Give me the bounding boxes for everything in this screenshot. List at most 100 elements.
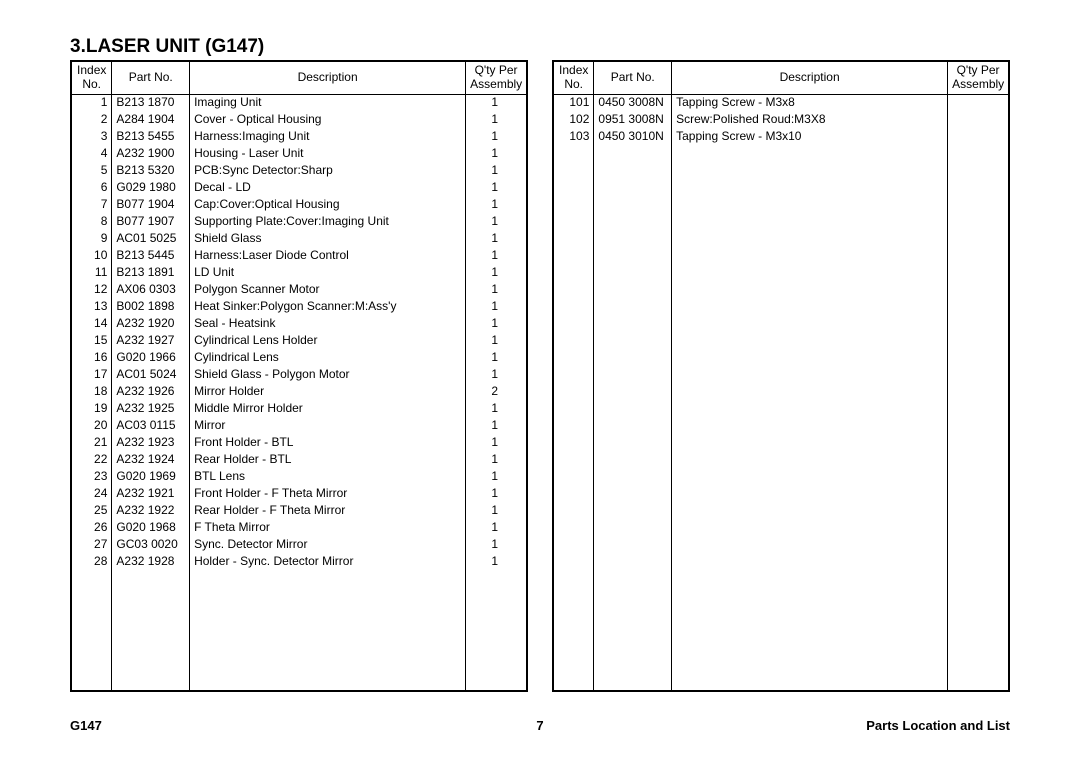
cell-partno: B002 1898 [112, 298, 190, 315]
table-row: 19A232 1925Middle Mirror Holder1 [71, 400, 527, 417]
filler-cell [672, 145, 948, 691]
cell-partno: A232 1921 [112, 485, 190, 502]
cell-partno: AC01 5024 [112, 366, 190, 383]
table-row: 1010450 3008NTapping Screw - M3x8 [553, 94, 1009, 111]
cell-partno: GC03 0020 [112, 536, 190, 553]
cell-qty [948, 128, 1009, 145]
cell-index: 11 [71, 264, 112, 281]
cell-index: 13 [71, 298, 112, 315]
cell-partno: A284 1904 [112, 111, 190, 128]
cell-qty: 1 [466, 315, 527, 332]
cell-desc: Polygon Scanner Motor [190, 281, 466, 298]
cell-index: 22 [71, 451, 112, 468]
filler-cell [594, 145, 672, 691]
table-row: 1020951 3008NScrew:Polished Roud:M3X8 [553, 111, 1009, 128]
cell-qty: 1 [466, 485, 527, 502]
cell-partno: A232 1926 [112, 383, 190, 400]
cell-desc: Tapping Screw - M3x10 [672, 128, 948, 145]
cell-desc: Mirror [190, 417, 466, 434]
cell-desc: Heat Sinker:Polygon Scanner:M:Ass'y [190, 298, 466, 315]
cell-index: 103 [553, 128, 594, 145]
table-row: 7B077 1904Cap:Cover:Optical Housing1 [71, 196, 527, 213]
table-header-row: IndexNo. Part No. Description Q'ty PerAs… [553, 61, 1009, 94]
cell-index: 9 [71, 230, 112, 247]
cell-qty [948, 94, 1009, 111]
cell-qty: 1 [466, 502, 527, 519]
cell-index: 16 [71, 349, 112, 366]
cell-qty: 1 [466, 196, 527, 213]
table-row: 22A232 1924Rear Holder - BTL1 [71, 451, 527, 468]
table-header-row: IndexNo. Part No. Description Q'ty PerAs… [71, 61, 527, 94]
table-row: 14A232 1920Seal - Heatsink1 [71, 315, 527, 332]
table-row: 8B077 1907Supporting Plate:Cover:Imaging… [71, 213, 527, 230]
cell-partno: A232 1924 [112, 451, 190, 468]
cell-partno: G020 1968 [112, 519, 190, 536]
cell-desc: Seal - Heatsink [190, 315, 466, 332]
cell-index: 12 [71, 281, 112, 298]
filler-cell [112, 570, 190, 691]
filler-row [71, 570, 527, 691]
cell-index: 15 [71, 332, 112, 349]
col-header-description: Description [672, 61, 948, 94]
table-row: 1030450 3010NTapping Screw - M3x10 [553, 128, 1009, 145]
table-row: 1B213 1870Imaging Unit1 [71, 94, 527, 111]
cell-desc: Decal - LD [190, 179, 466, 196]
cell-qty: 1 [466, 264, 527, 281]
cell-partno: G020 1969 [112, 468, 190, 485]
cell-qty: 1 [466, 145, 527, 162]
table-row: 11B213 1891LD Unit1 [71, 264, 527, 281]
cell-desc: Rear Holder - BTL [190, 451, 466, 468]
cell-qty: 1 [466, 298, 527, 315]
cell-partno: B213 5445 [112, 247, 190, 264]
filler-cell [553, 145, 594, 691]
cell-index: 20 [71, 417, 112, 434]
cell-index: 4 [71, 145, 112, 162]
col-header-partno: Part No. [112, 61, 190, 94]
cell-qty: 1 [466, 366, 527, 383]
cell-index: 102 [553, 111, 594, 128]
filler-cell [71, 570, 112, 691]
cell-desc: Cylindrical Lens Holder [190, 332, 466, 349]
cell-qty: 1 [466, 213, 527, 230]
cell-index: 10 [71, 247, 112, 264]
cell-partno: B077 1907 [112, 213, 190, 230]
cell-index: 26 [71, 519, 112, 536]
cell-partno: 0450 3008N [594, 94, 672, 111]
cell-qty: 1 [466, 400, 527, 417]
table-row: 10B213 5445Harness:Laser Diode Control1 [71, 247, 527, 264]
col-header-description: Description [190, 61, 466, 94]
footer-page-number: 7 [536, 718, 543, 733]
cell-qty: 1 [466, 247, 527, 264]
table-row: 25A232 1922Rear Holder - F Theta Mirror1 [71, 502, 527, 519]
cell-qty: 1 [466, 94, 527, 111]
cell-desc: Cylindrical Lens [190, 349, 466, 366]
cell-qty [948, 111, 1009, 128]
cell-index: 21 [71, 434, 112, 451]
col-header-index: IndexNo. [71, 61, 112, 94]
table-row: 4A232 1900Housing - Laser Unit1 [71, 145, 527, 162]
table-row: 9AC01 5025Shield Glass1 [71, 230, 527, 247]
page-footer: G147 7 Parts Location and List [70, 718, 1010, 733]
cell-partno: G020 1966 [112, 349, 190, 366]
cell-desc: Screw:Polished Roud:M3X8 [672, 111, 948, 128]
cell-partno: B077 1904 [112, 196, 190, 213]
cell-index: 101 [553, 94, 594, 111]
cell-partno: AC01 5025 [112, 230, 190, 247]
cell-index: 2 [71, 111, 112, 128]
cell-desc: F Theta Mirror [190, 519, 466, 536]
table-row: 18A232 1926Mirror Holder2 [71, 383, 527, 400]
table-row: 12AX06 0303Polygon Scanner Motor1 [71, 281, 527, 298]
cell-desc: BTL Lens [190, 468, 466, 485]
parts-table-left: IndexNo. Part No. Description Q'ty PerAs… [70, 60, 528, 692]
filler-cell [190, 570, 466, 691]
cell-desc: Harness:Laser Diode Control [190, 247, 466, 264]
cell-qty: 1 [466, 553, 527, 570]
footer-right: Parts Location and List [866, 718, 1010, 733]
table-row: 3B213 5455Harness:Imaging Unit1 [71, 128, 527, 145]
cell-partno: 0450 3010N [594, 128, 672, 145]
table-row: 16G020 1966Cylindrical Lens1 [71, 349, 527, 366]
cell-qty: 1 [466, 349, 527, 366]
cell-desc: Cover - Optical Housing [190, 111, 466, 128]
cell-qty: 1 [466, 451, 527, 468]
table-row: 23G020 1969BTL Lens1 [71, 468, 527, 485]
